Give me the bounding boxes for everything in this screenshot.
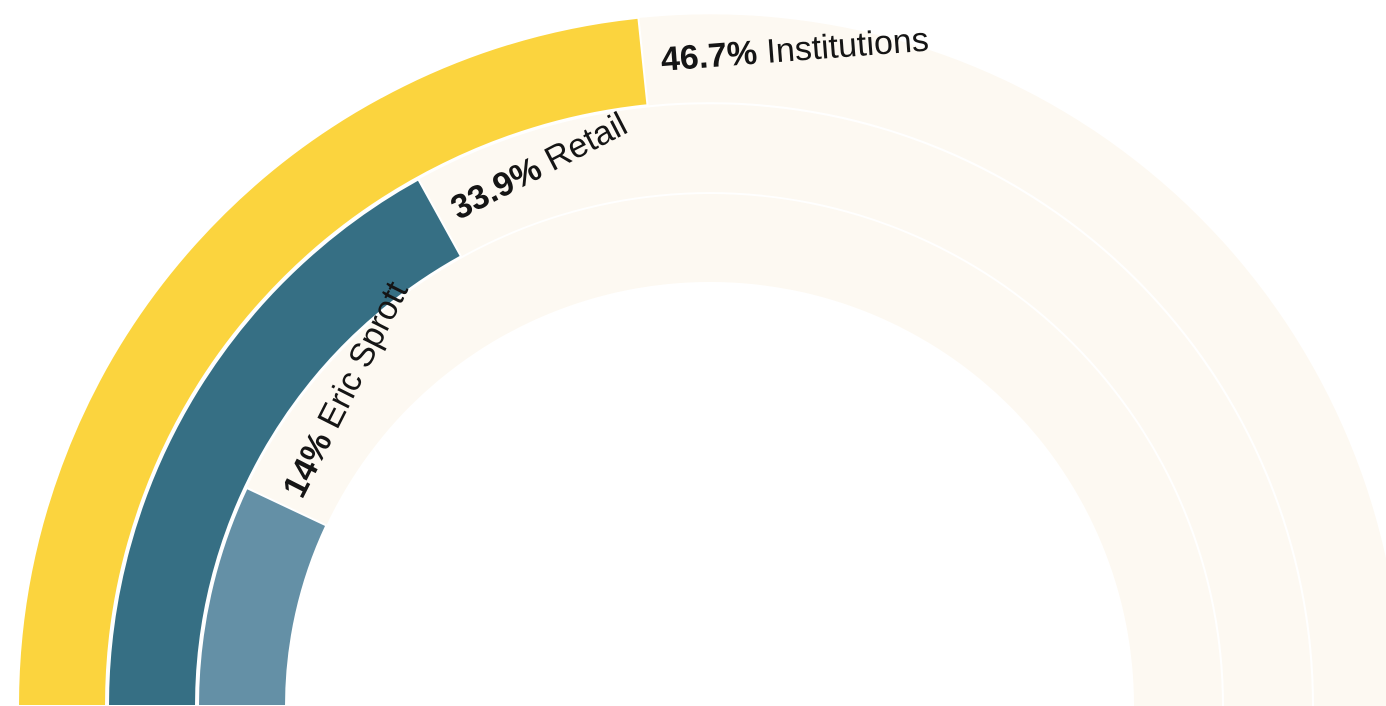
chart-bars xyxy=(16,16,649,706)
track-eric-sprott xyxy=(198,194,1222,706)
bar-retail xyxy=(106,178,463,706)
bar-eric-sprott xyxy=(196,486,328,706)
label-institutions: 46.7% Institutions xyxy=(660,21,930,79)
label-value-institutions: 46.7% xyxy=(660,34,759,79)
bar-institutions xyxy=(16,16,649,706)
